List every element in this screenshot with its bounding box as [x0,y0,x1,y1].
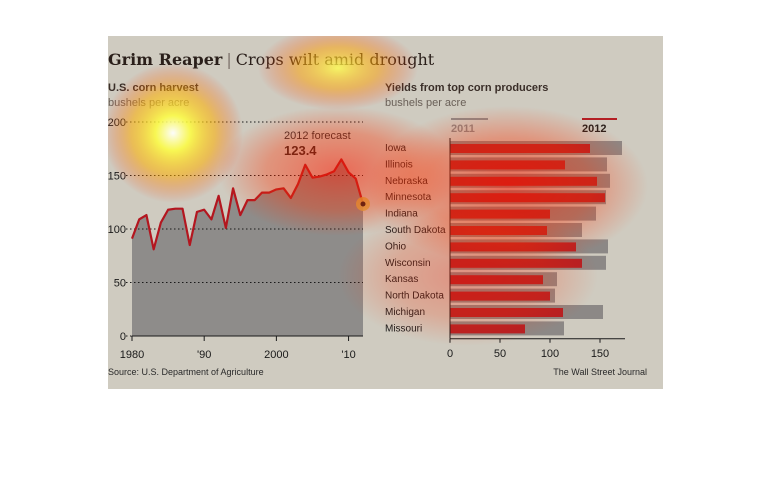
state-label: Wisconsin [385,258,431,269]
bar-2012 [450,176,597,186]
x-tick-label: '10 [341,349,355,361]
source-note: Source: U.S. Department of Agriculture [108,367,264,377]
state-label: North Dakota [385,291,444,302]
harvest-area [132,159,363,336]
state-label: Illinois [385,159,413,170]
publisher-credit: The Wall Street Journal [553,367,647,377]
y-tick-label: 0 [120,331,126,343]
x-tick-label: '90 [197,349,211,361]
legend-2012: 2012 [582,123,606,135]
forecast-label: 2012 forecast [284,130,351,142]
y-tick-label: 150 [108,171,126,183]
x-tick-label: 1980 [120,349,144,361]
y-tick-label: 50 [114,278,126,290]
state-label: Nebraska [385,176,428,187]
forecast-value: 123.4 [284,143,317,158]
x-tick-label: 2000 [264,349,288,361]
bar-2012 [450,324,525,334]
bar-2012 [450,226,547,235]
infographic: Grim Reaper | Crops wilt amid drought U.S.… [108,36,663,389]
y-tick-label: 200 [108,117,126,129]
bar-2012 [450,291,550,301]
bar-2012 [450,144,590,153]
y-tick-label: 100 [108,224,126,236]
state-label: Ohio [385,241,407,252]
bar-2012 [450,160,565,170]
bar-2012 [450,275,543,285]
yields-x-tick-label: 50 [494,348,506,360]
yields-x-tick-label: 150 [591,348,609,360]
legend-2011: 2011 [451,123,475,135]
yields-x-tick-label: 100 [541,348,559,360]
state-label: Kansas [385,274,418,285]
state-label: Indiana [385,209,418,220]
state-label: Michigan [385,307,425,318]
forecast-point [360,201,366,207]
title-separator: | [226,50,232,69]
bar-2012 [450,242,576,252]
state-label: South Dakota [385,225,446,236]
bar-2012 [450,209,550,219]
bar-2012 [450,193,605,203]
state-label: Missouri [385,323,422,334]
bar-2012 [450,308,563,317]
state-label: Minnesota [385,192,432,203]
bar-2012 [450,258,582,268]
state-label: Iowa [385,143,407,154]
yields-x-tick-label: 0 [447,348,453,360]
yields-chart-title: Yields from top corn producers [385,82,549,94]
